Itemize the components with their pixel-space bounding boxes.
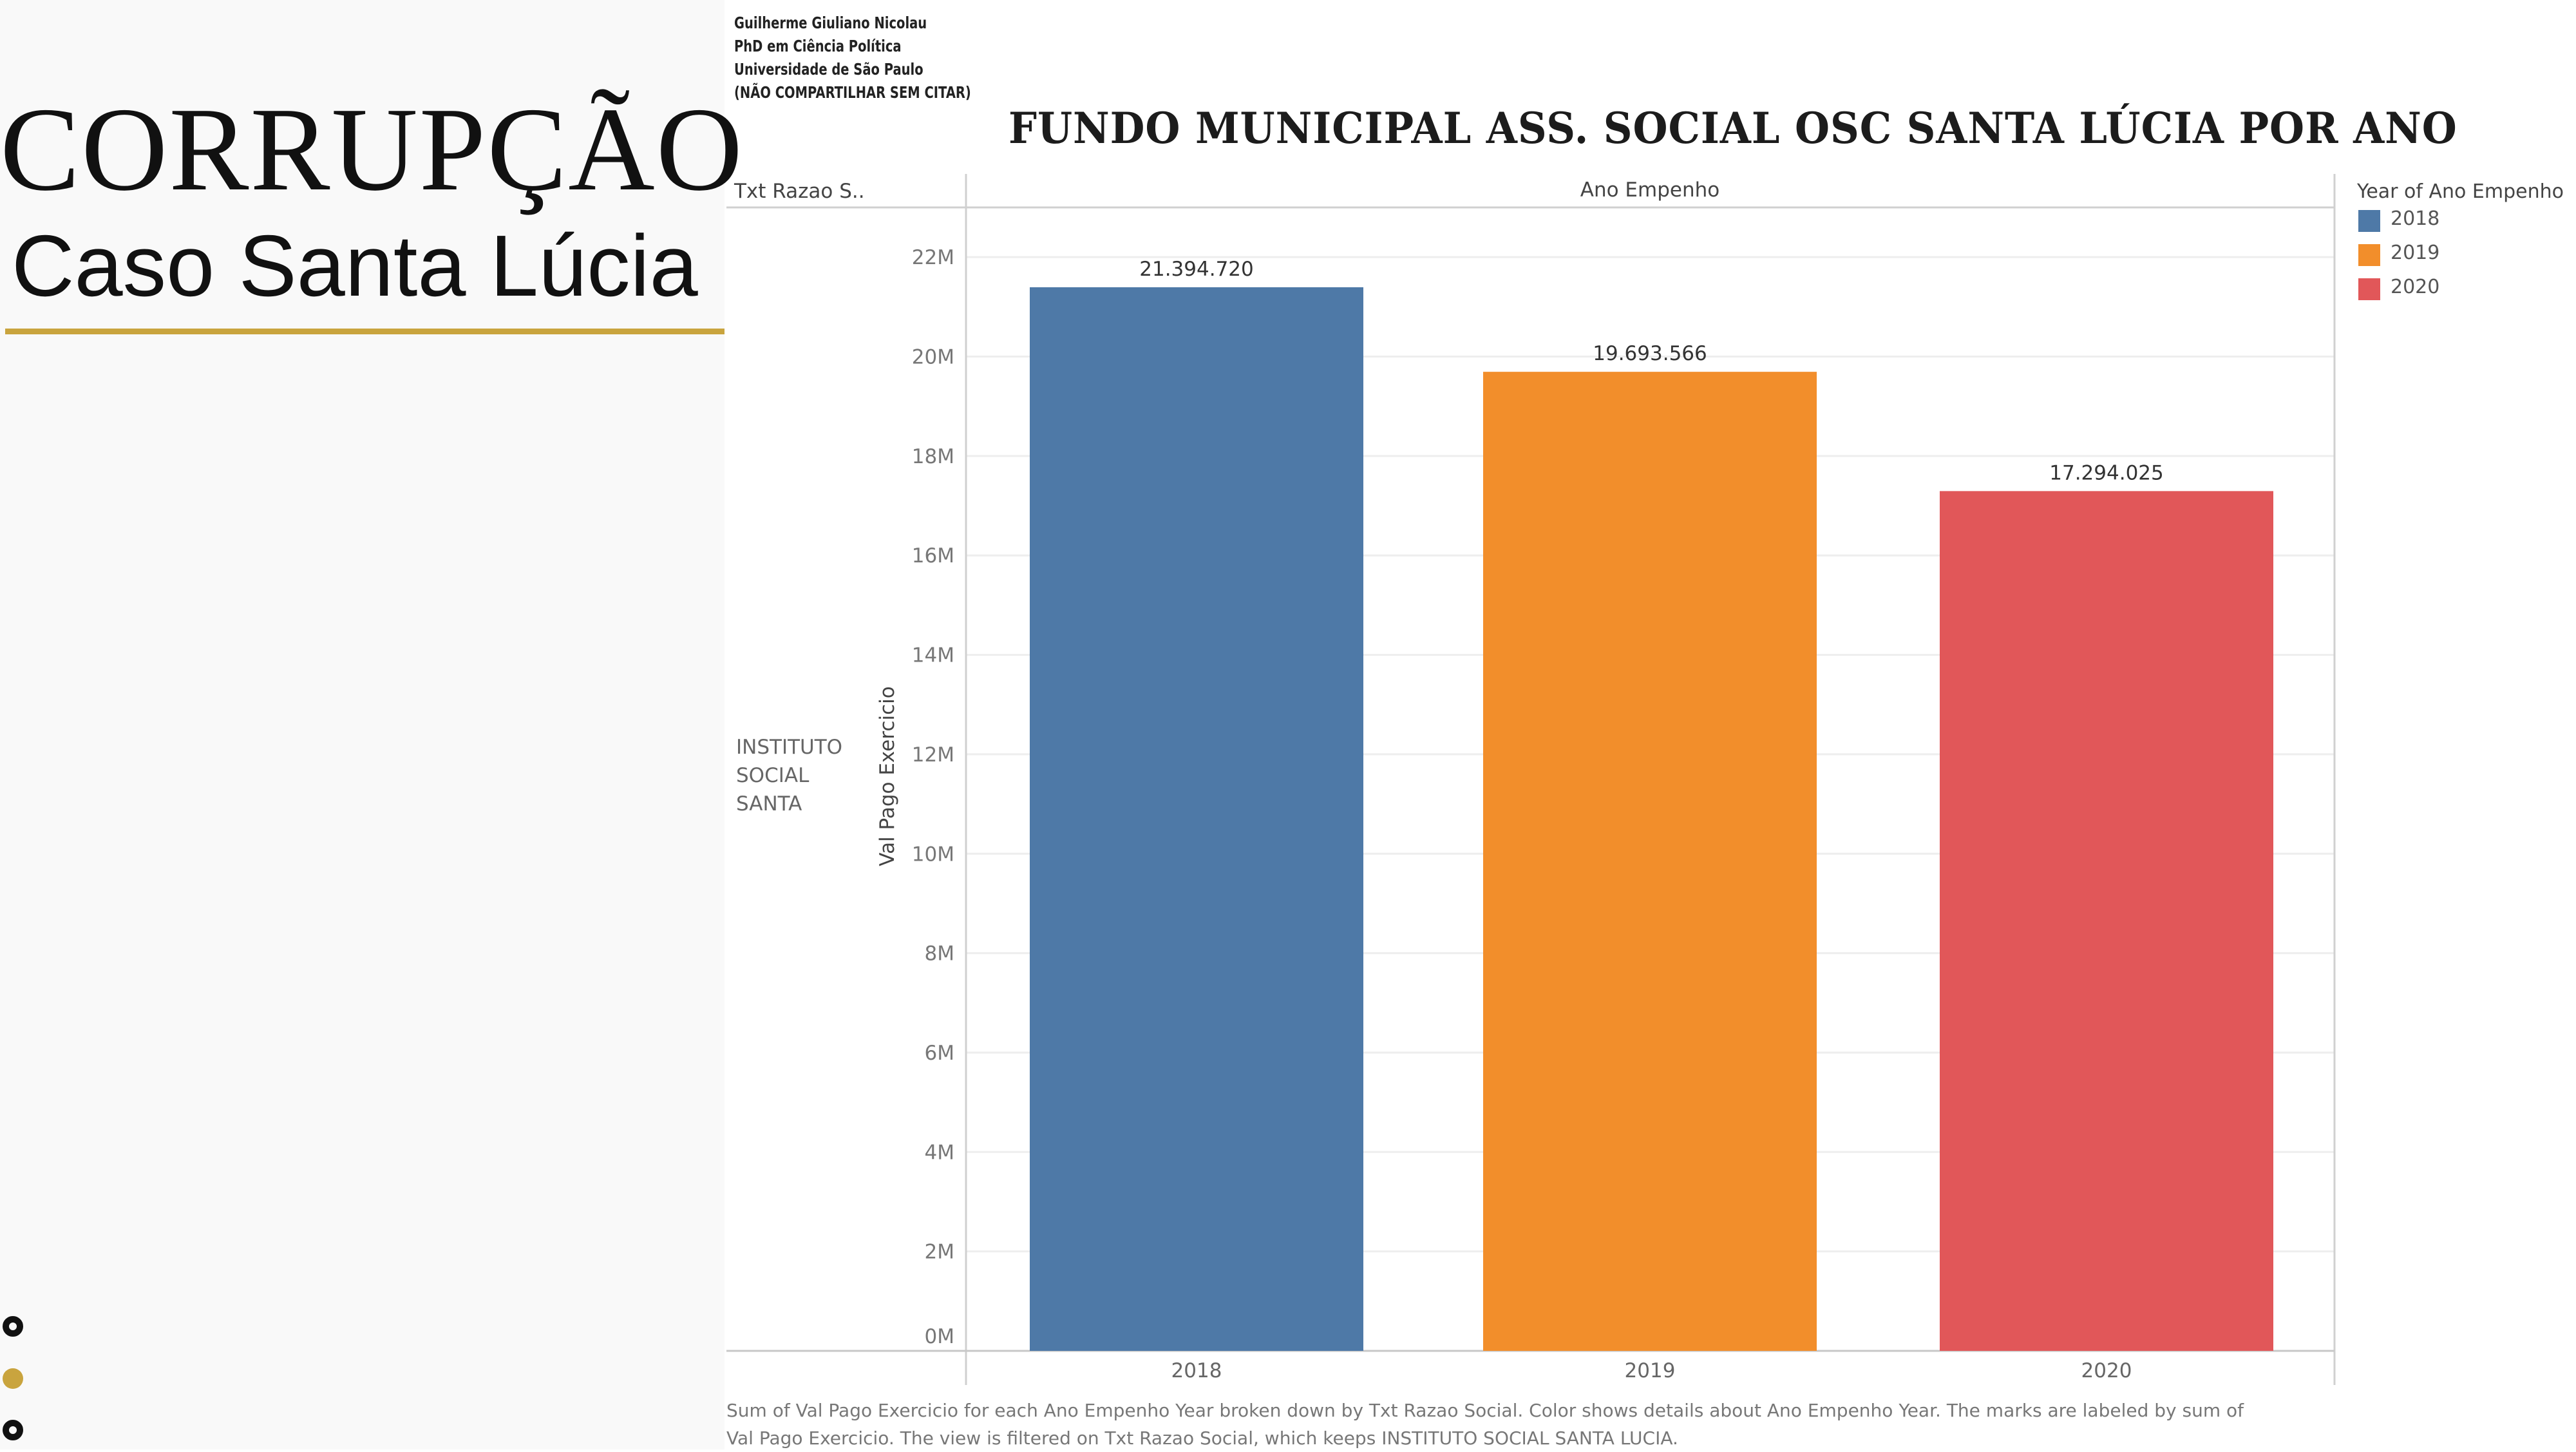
bullet-ring-icon — [3, 1316, 23, 1337]
y-axis-ticks: 0M 2M 4M 6M 8M 10M 12M 14M 16M 18M 20M 22M — [912, 246, 954, 1348]
y-tick-label: 8M — [925, 942, 954, 966]
y-tick-label: 14M — [912, 644, 954, 667]
title-divider — [5, 329, 724, 334]
data-labels: 21.394.720 19.693.566 17.294.025 — [1139, 258, 2164, 484]
x-tick-label-2019: 2019 — [1625, 1359, 1676, 1382]
author-degree: PhD em Ciência Política — [734, 37, 902, 55]
footnote-line-2: Val Pago Exercicio. The view is filtered… — [726, 1428, 1678, 1449]
y-tick-label: 16M — [912, 544, 954, 568]
bar-2019 — [1483, 372, 1817, 1352]
x-tick-label-2020: 2020 — [2081, 1359, 2132, 1382]
data-label-2018: 21.394.720 — [1139, 258, 1254, 281]
legend-label: 2018 — [2391, 207, 2440, 230]
y-tick-label: 6M — [925, 1042, 954, 1065]
bar-2018 — [1030, 287, 1363, 1351]
bullet-ring-icon — [3, 1420, 23, 1440]
author-notice: (NÃO COMPARTILHAR SEM CITAR) — [734, 83, 971, 102]
legend-swatch — [2358, 244, 2380, 266]
legend-swatch — [2358, 278, 2380, 300]
data-label-2019: 19.693.566 — [1593, 342, 1707, 365]
x-tick-label-2018: 2018 — [1171, 1359, 1222, 1382]
legend-swatch — [2358, 210, 2380, 232]
author-university: Universidade de São Paulo — [734, 60, 923, 79]
author-name: Guilherme Giuliano Nicolau — [734, 14, 927, 32]
y-tick-label: 10M — [912, 843, 954, 866]
legend-title: Year of Ano Empenho — [2357, 180, 2564, 203]
y-tick-label: 4M — [925, 1141, 954, 1164]
data-label-2020: 17.294.025 — [2049, 461, 2164, 484]
legend-label: 2020 — [2391, 276, 2440, 298]
y-tick-label: 22M — [912, 246, 954, 269]
slide-subtitle: Caso Santa Lúcia — [12, 217, 698, 314]
y-tick-label: 20M — [912, 346, 954, 369]
y-tick-label: 0M — [925, 1325, 954, 1348]
footnote-line-1: Sum of Val Pago Exercicio for each Ano E… — [726, 1400, 2244, 1421]
chart-footnote: Sum of Val Pago Exercicio for each Ano E… — [726, 1397, 2336, 1452]
column-header: Ano Empenho — [1580, 178, 1719, 202]
y-tick-label: 18M — [912, 445, 954, 468]
legend-label: 2019 — [2391, 242, 2440, 264]
row-label: INSTITUTO SOCIAL SANTA — [736, 736, 849, 816]
bars — [1030, 287, 2273, 1352]
x-axis-ticks: 2018 2019 2020 — [1171, 1359, 2132, 1382]
author-credits: Guilherme Giuliano Nicolau PhD em Ciênci… — [734, 12, 971, 104]
row-header: Txt Razao S.. — [734, 180, 865, 203]
y-axis-label: Val Pago Exercicio — [876, 686, 899, 866]
y-tick-label: 12M — [912, 743, 954, 767]
bullet-dot-icon — [3, 1368, 23, 1389]
y-tick-label: 2M — [925, 1241, 954, 1264]
left-panel: CORRUPÇÃO Caso Santa Lúcia — [0, 0, 744, 1449]
slide-title: CORRUPÇÃO — [0, 83, 744, 216]
chart-title: FUNDO MUNICIPAL ASS. SOCIAL OSC SANTA LÚ… — [1009, 103, 2458, 153]
bar-2020 — [1940, 491, 2273, 1351]
